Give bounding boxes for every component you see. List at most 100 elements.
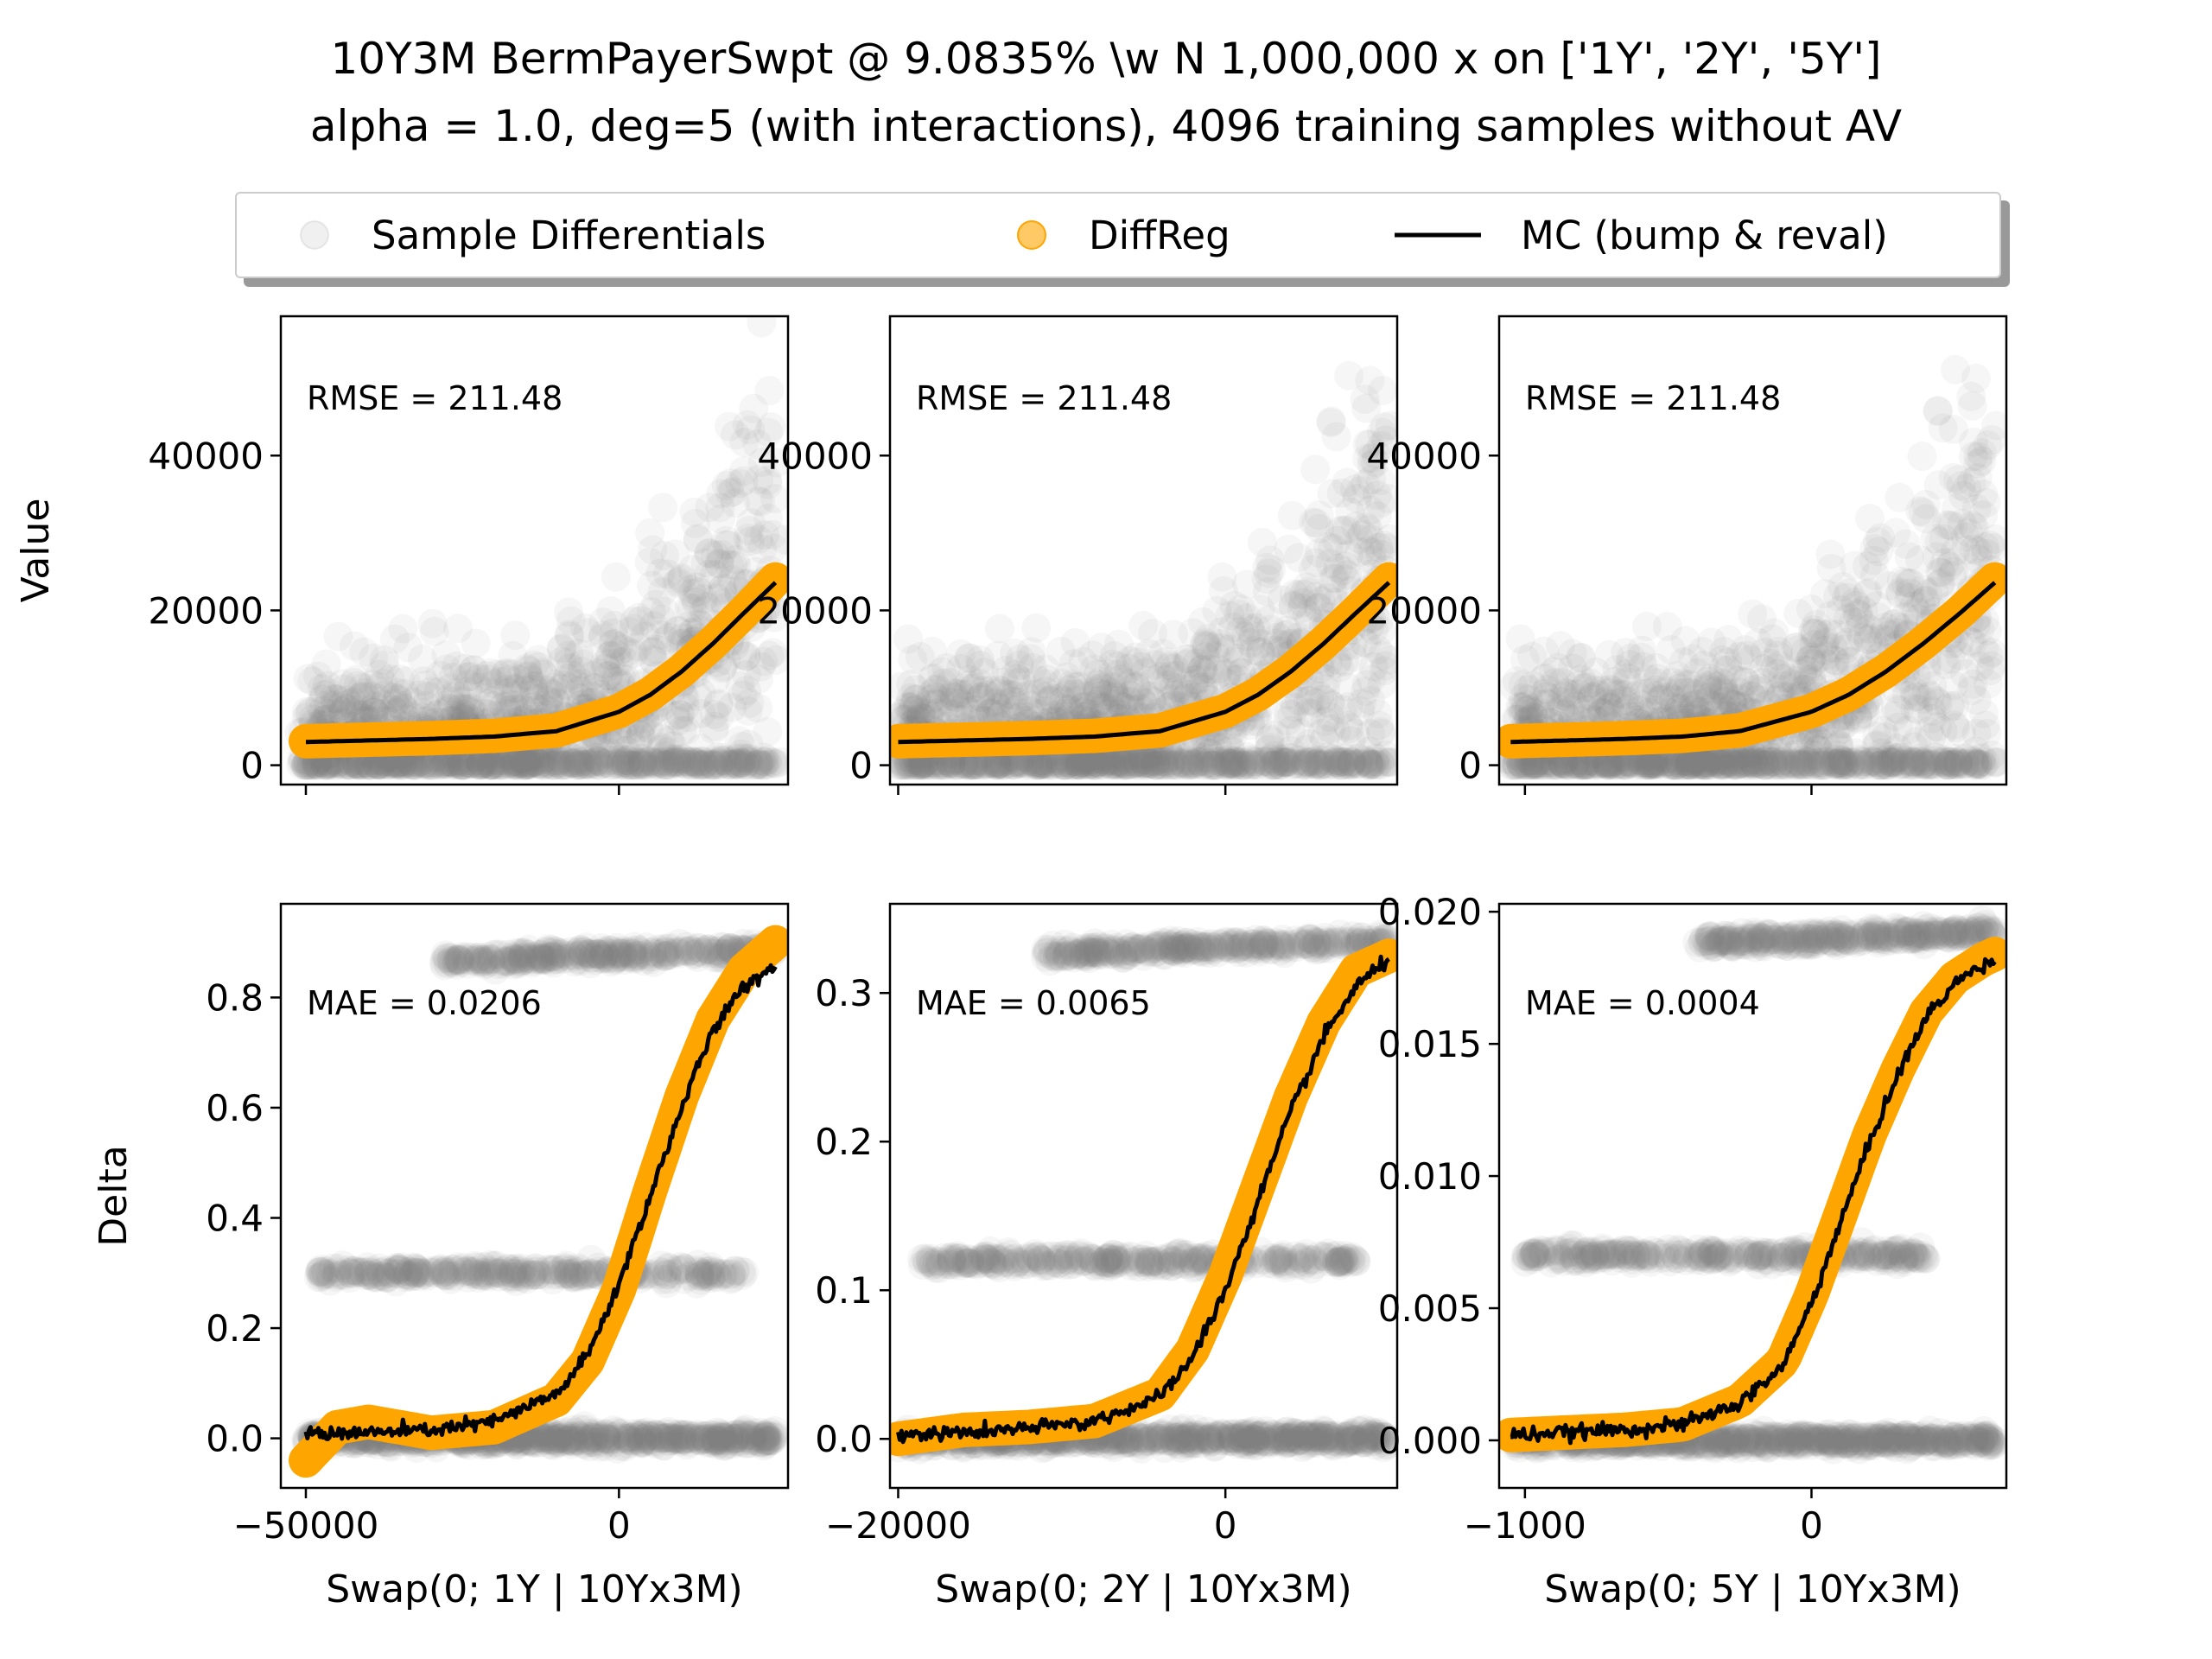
sample-point	[737, 1421, 767, 1451]
sample-point	[1145, 749, 1175, 779]
sample-point	[391, 1262, 421, 1293]
sample-point	[946, 653, 976, 683]
sample-point	[1054, 747, 1084, 777]
sample-point	[1570, 749, 1600, 779]
sample-point	[1584, 680, 1614, 710]
sample-point	[1730, 749, 1760, 779]
sample-point	[594, 729, 625, 760]
sample-point	[431, 654, 461, 684]
sample-point	[596, 750, 626, 780]
sample-point	[1586, 697, 1617, 728]
sample-point	[432, 749, 462, 779]
sample-point	[720, 1424, 750, 1454]
sample-point	[1560, 691, 1591, 721]
sample-point	[520, 671, 550, 701]
sample-point	[1098, 658, 1128, 689]
sample-point	[1643, 747, 1673, 777]
sample-point	[1737, 748, 1767, 779]
axes-frame	[279, 315, 790, 786]
sample-point	[1626, 642, 1656, 672]
sample-point	[1322, 525, 1352, 556]
sample-point	[1833, 603, 1863, 633]
sample-point	[1175, 748, 1205, 779]
sample-point	[468, 749, 499, 779]
sample-point	[527, 747, 557, 778]
sample-point	[293, 664, 323, 694]
sample-point	[1274, 699, 1304, 729]
sample-point	[1314, 689, 1344, 719]
sample-point	[1101, 689, 1131, 719]
sample-point	[1625, 695, 1656, 725]
sample-point	[498, 1258, 528, 1288]
sample-point	[940, 683, 970, 713]
sample-point	[1001, 659, 1031, 690]
sample-point	[1776, 747, 1806, 778]
sample-point	[485, 666, 515, 696]
sample-point	[496, 750, 526, 780]
sample-point	[1033, 750, 1064, 780]
sample-point	[1844, 744, 1874, 774]
sample-point	[446, 750, 476, 780]
sample-point	[448, 750, 478, 780]
sample-point	[505, 747, 536, 778]
sample-point	[1973, 430, 2003, 461]
sample-point	[690, 1424, 721, 1454]
sample-point	[1916, 722, 1947, 753]
sample-point	[1715, 748, 1745, 779]
sample-point	[1980, 747, 2006, 778]
sample-point	[641, 634, 671, 664]
sample-point	[388, 613, 418, 644]
sample-point	[1187, 654, 1217, 684]
sample-point	[720, 1427, 750, 1457]
sample-point	[1361, 743, 1391, 773]
sample-point	[984, 675, 1014, 705]
sample-point	[1910, 489, 1941, 519]
sample-point	[1547, 667, 1577, 697]
sample-point	[671, 715, 702, 746]
sample-point	[702, 746, 732, 776]
sample-point	[1674, 669, 1704, 699]
sample-point	[495, 747, 525, 778]
sample-point	[1596, 750, 1626, 780]
sample-point	[1033, 749, 1063, 779]
sample-point	[499, 749, 529, 779]
sample-point	[674, 593, 704, 623]
sample-point	[1066, 747, 1096, 778]
sample-point	[362, 750, 392, 780]
sample-point	[897, 692, 927, 722]
sample-point	[1150, 747, 1180, 778]
sample-point	[536, 1421, 566, 1452]
sample-point	[350, 682, 380, 712]
sample-point	[1826, 594, 1856, 625]
sample-point	[713, 530, 743, 560]
sample-point	[1674, 750, 1704, 780]
sample-point	[1682, 750, 1713, 780]
sample-point	[1961, 736, 1991, 766]
sample-point	[1721, 750, 1751, 780]
sample-point	[1936, 644, 1966, 674]
sample-point	[613, 735, 643, 766]
sample-point	[1370, 412, 1397, 442]
sample-point	[1022, 750, 1052, 780]
sample-point	[1942, 747, 1973, 777]
sample-point	[743, 747, 773, 777]
sample-point	[655, 747, 685, 778]
sample-point	[1962, 463, 1993, 493]
sample-point	[454, 694, 485, 724]
sample-point	[669, 747, 699, 777]
sample-point	[1140, 664, 1170, 695]
sample-point	[1605, 750, 1635, 780]
metric-annotation: RMSE = 211.48	[307, 379, 563, 417]
sample-point	[672, 1430, 702, 1460]
sample-point	[1908, 574, 1938, 604]
sample-point	[969, 658, 1000, 688]
sample-point	[1908, 750, 1938, 780]
sample-point	[954, 643, 984, 673]
sample-point	[516, 1427, 546, 1458]
sample-point	[505, 750, 536, 780]
sample-point	[1713, 625, 1744, 655]
sample-point	[687, 746, 717, 776]
sample-point	[449, 653, 480, 683]
sample-point	[1912, 745, 1942, 775]
sample-point	[542, 746, 572, 776]
